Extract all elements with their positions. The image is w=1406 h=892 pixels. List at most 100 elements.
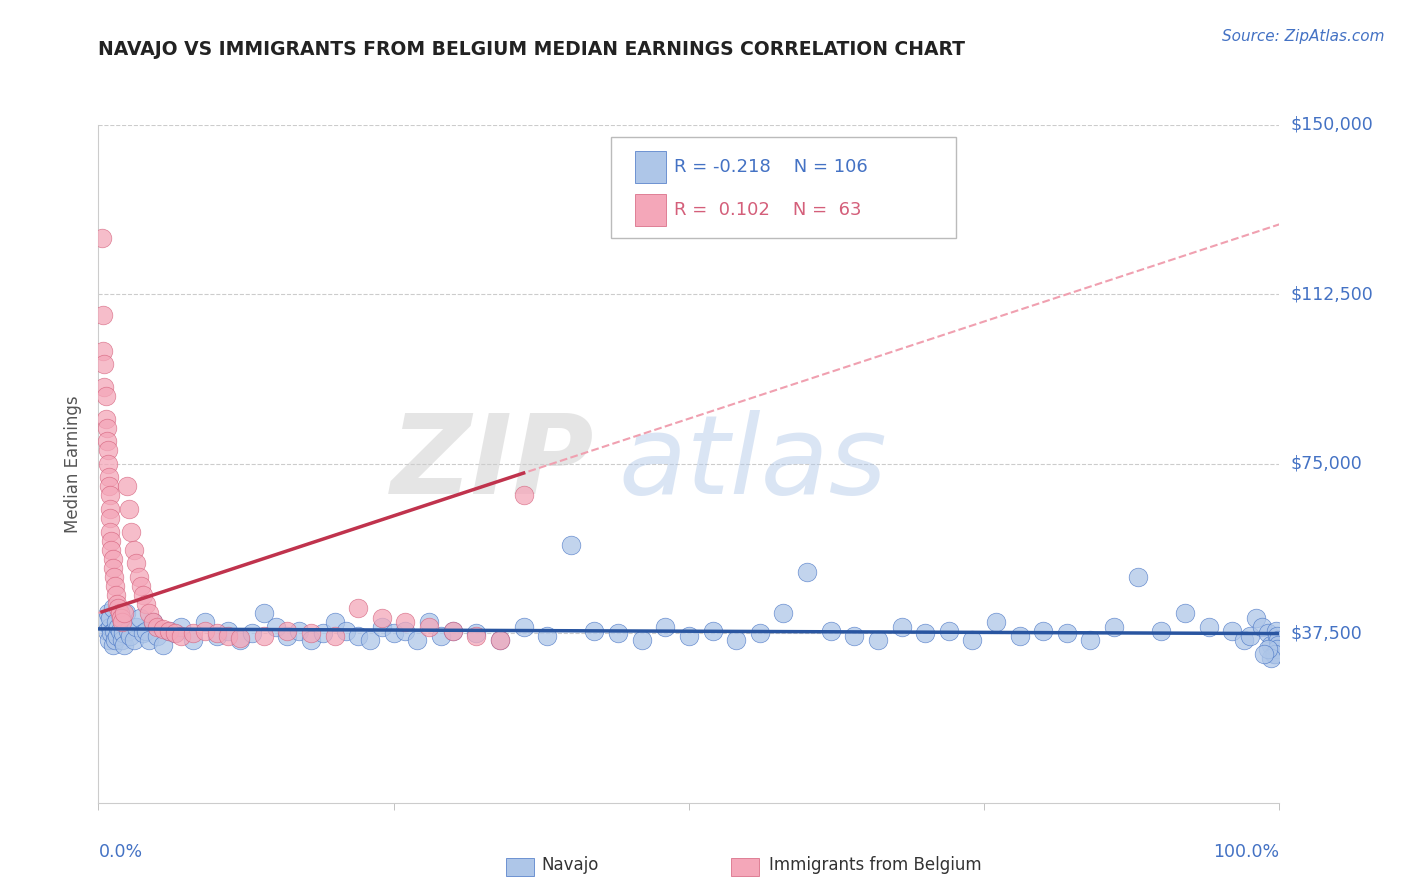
- Point: [100, 533, 122, 548]
- Point: [135, 597, 157, 611]
- Point: [678, 629, 700, 643]
- Point: [105, 588, 128, 602]
- Point: [1260, 651, 1282, 665]
- Point: [748, 626, 770, 640]
- Point: [465, 629, 488, 643]
- Point: [128, 570, 150, 584]
- Point: [844, 629, 866, 643]
- Point: [121, 524, 143, 539]
- Point: [1257, 626, 1279, 640]
- Point: [938, 624, 960, 638]
- Text: R =  0.102    N =  63: R = 0.102 N = 63: [675, 201, 862, 219]
- Point: [170, 629, 193, 643]
- Point: [98, 619, 121, 633]
- Point: [1220, 624, 1243, 638]
- Point: [104, 633, 127, 648]
- Point: [112, 626, 135, 640]
- Point: [101, 561, 124, 575]
- Point: [138, 633, 160, 648]
- Point: [112, 638, 135, 652]
- Point: [1263, 647, 1285, 661]
- Point: [93, 358, 115, 372]
- Point: [264, 619, 287, 633]
- Point: [98, 488, 121, 502]
- Point: [1056, 626, 1078, 640]
- Point: [253, 606, 276, 620]
- Point: [1265, 629, 1288, 643]
- Point: [382, 626, 405, 640]
- Point: [97, 606, 120, 620]
- Point: [1239, 629, 1261, 643]
- Point: [115, 479, 138, 493]
- Point: [406, 633, 429, 648]
- Point: [170, 619, 193, 633]
- Point: [418, 619, 440, 633]
- Point: [1264, 647, 1286, 661]
- Point: [152, 638, 174, 652]
- Point: [1264, 624, 1286, 638]
- Point: [101, 551, 124, 566]
- Point: [725, 633, 748, 648]
- Point: [142, 615, 165, 629]
- Text: ZIP: ZIP: [391, 410, 595, 517]
- Point: [93, 380, 115, 394]
- Point: [100, 542, 122, 557]
- Point: [1244, 610, 1267, 624]
- Point: [103, 570, 125, 584]
- Point: [866, 633, 889, 648]
- Point: [105, 629, 128, 643]
- Point: [560, 538, 582, 552]
- Point: [394, 624, 416, 638]
- Text: 0.0%: 0.0%: [98, 844, 142, 862]
- Point: [347, 629, 370, 643]
- Point: [890, 619, 912, 633]
- Point: [489, 633, 512, 648]
- Point: [103, 624, 125, 638]
- Point: [1250, 619, 1272, 633]
- Point: [1126, 570, 1149, 584]
- Point: [772, 606, 794, 620]
- Point: [1265, 642, 1288, 657]
- Point: [323, 629, 346, 643]
- Point: [97, 443, 120, 458]
- Text: Navajo: Navajo: [541, 856, 599, 874]
- Point: [1253, 647, 1275, 661]
- Point: [1102, 619, 1125, 633]
- Point: [796, 566, 818, 580]
- Point: [110, 610, 132, 624]
- Point: [430, 629, 453, 643]
- Point: [97, 457, 120, 471]
- Point: [288, 624, 311, 638]
- Point: [152, 622, 174, 636]
- Point: [962, 633, 984, 648]
- Point: [142, 615, 165, 629]
- Point: [107, 601, 129, 615]
- Point: [217, 629, 239, 643]
- Point: [394, 615, 416, 629]
- Point: [335, 624, 357, 638]
- Point: [105, 615, 128, 629]
- Point: [96, 624, 118, 638]
- Point: [96, 420, 118, 434]
- Point: [1174, 606, 1197, 620]
- Point: [299, 626, 322, 640]
- Y-axis label: Median Earnings: Median Earnings: [65, 395, 83, 533]
- Point: [607, 626, 630, 640]
- Point: [101, 601, 124, 615]
- Point: [93, 615, 115, 629]
- Text: $37,500: $37,500: [1291, 624, 1362, 642]
- Point: [104, 579, 127, 593]
- Point: [1260, 638, 1282, 652]
- Point: [441, 624, 464, 638]
- Point: [205, 626, 228, 640]
- Point: [96, 434, 118, 449]
- Point: [418, 615, 440, 629]
- Point: [101, 638, 124, 652]
- Point: [181, 633, 204, 648]
- Point: [110, 610, 132, 624]
- Point: [105, 597, 128, 611]
- Point: [229, 631, 252, 645]
- Text: atlas: atlas: [619, 410, 887, 517]
- Point: [1032, 624, 1054, 638]
- Point: [129, 579, 152, 593]
